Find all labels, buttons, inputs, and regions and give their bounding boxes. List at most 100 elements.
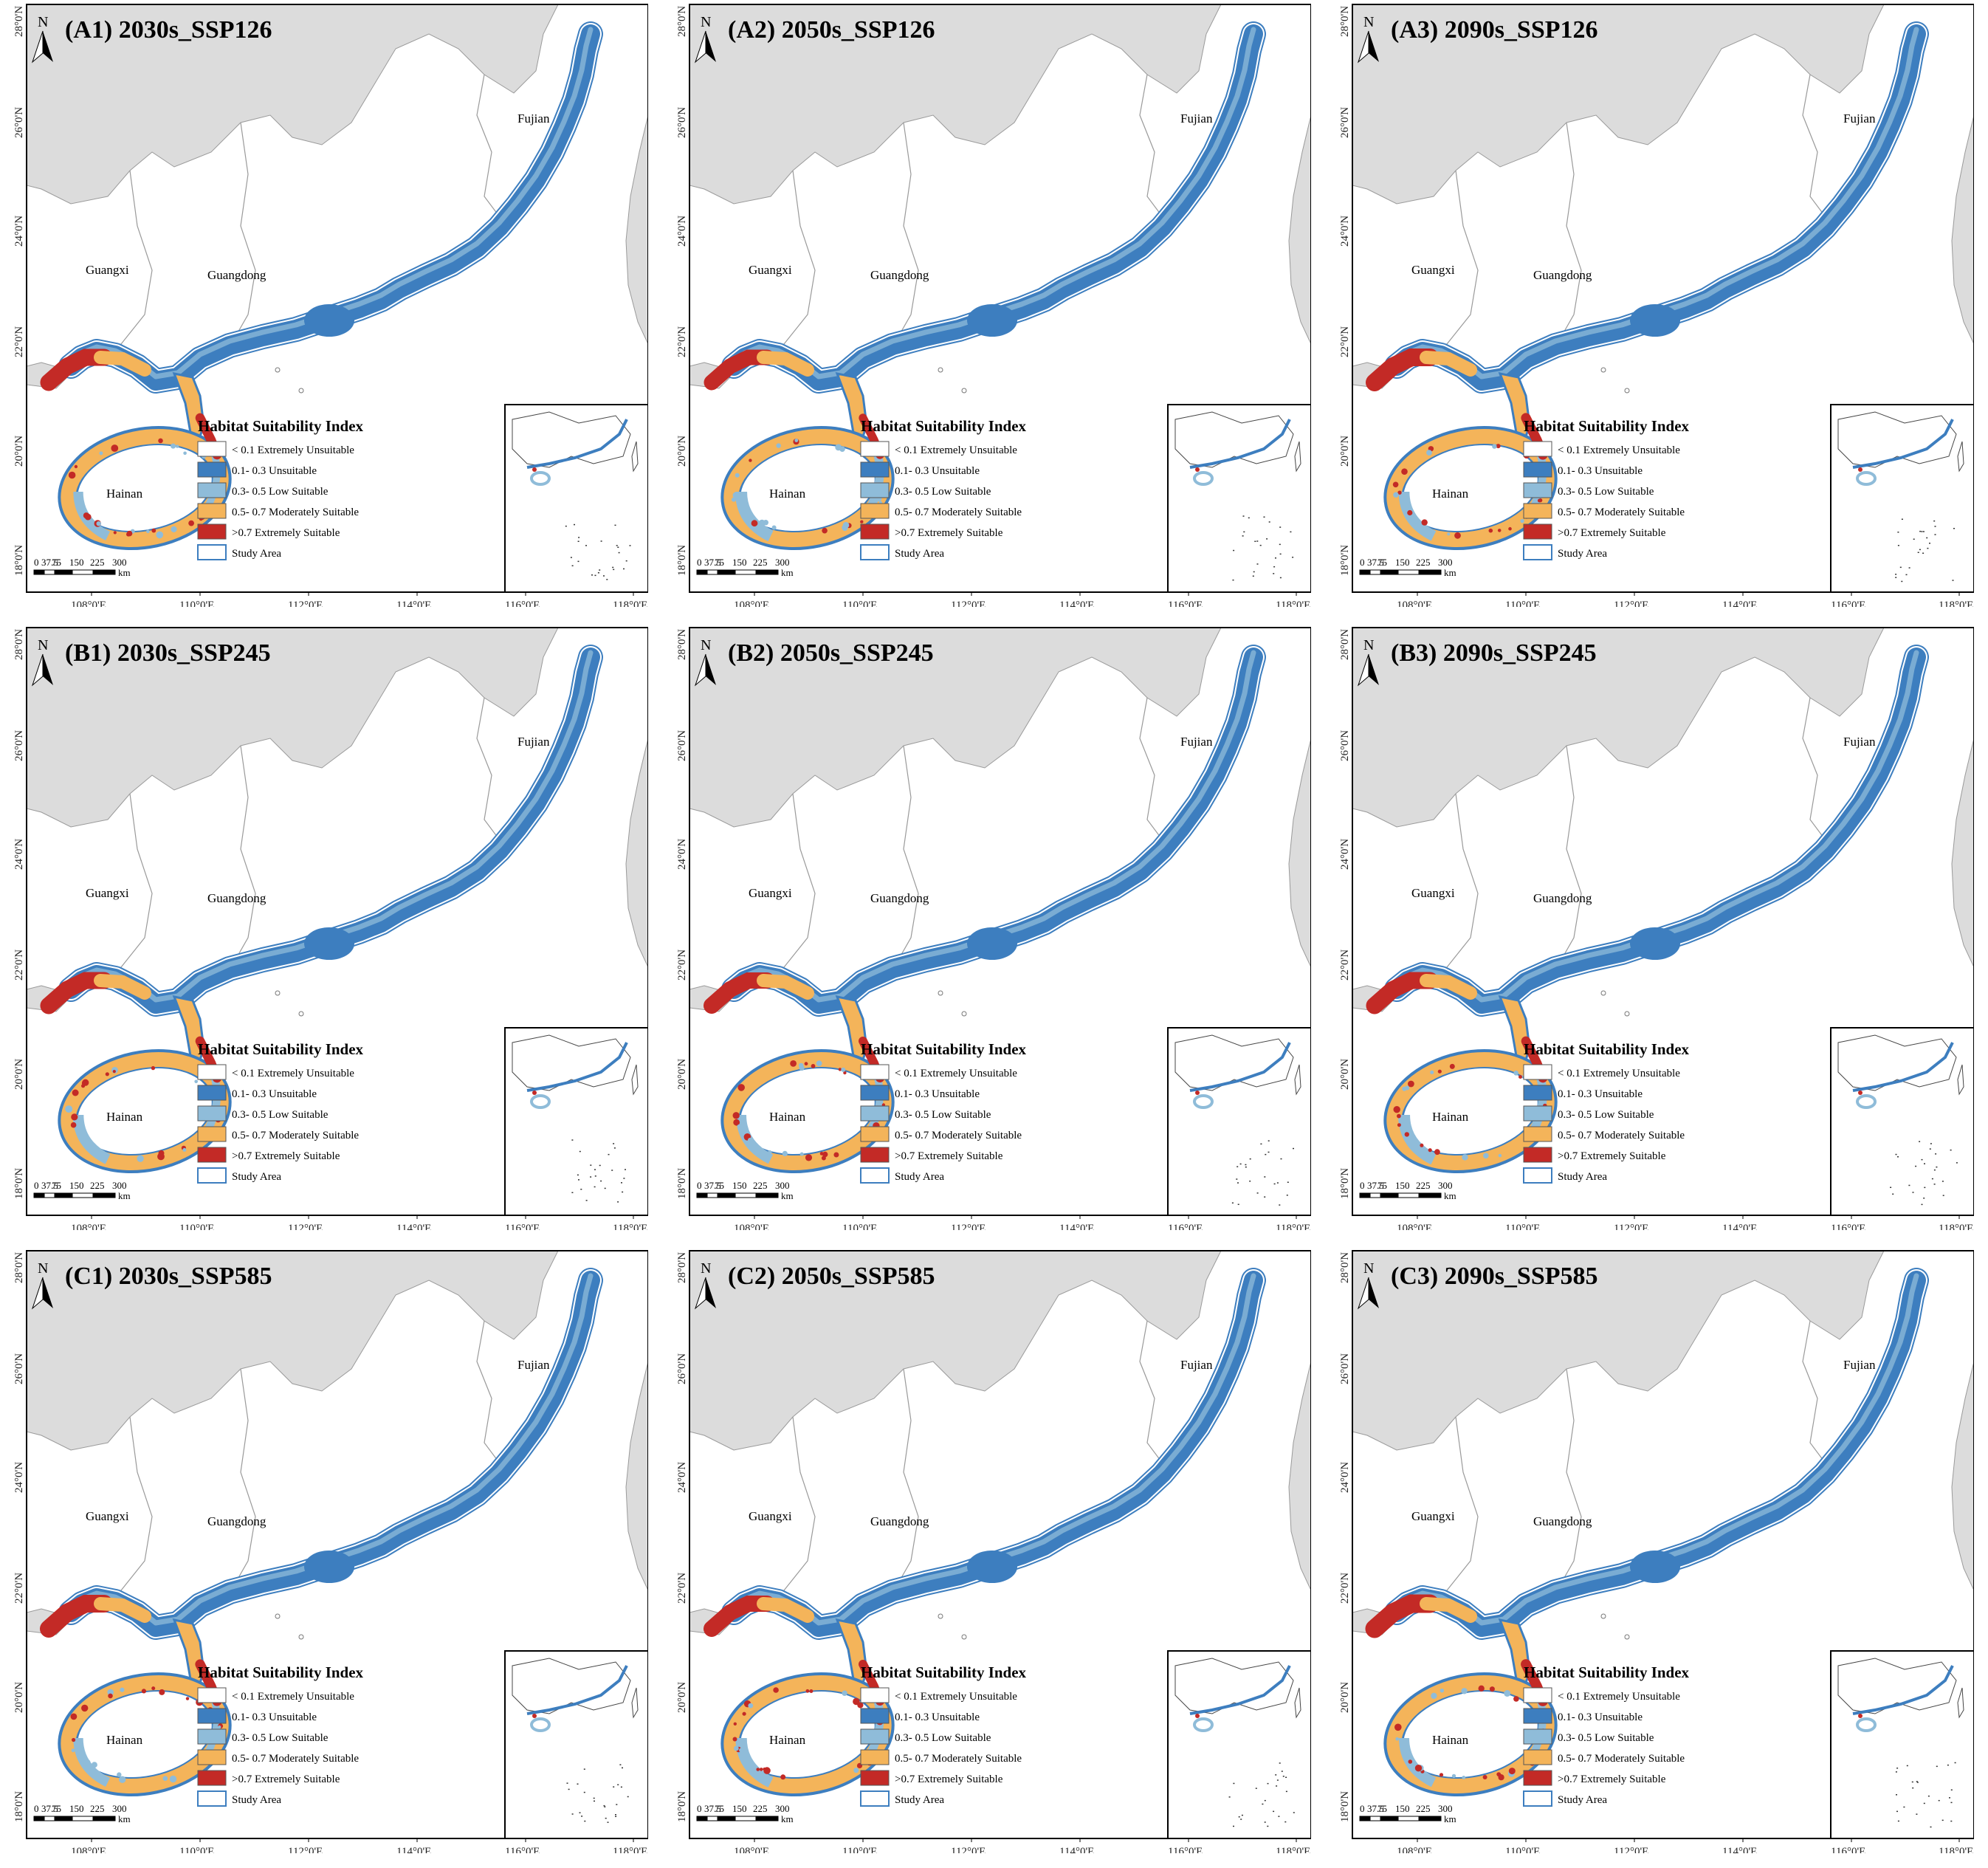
legend-swatch-extremely-suitable [197, 1147, 227, 1163]
legend-title: Habitat Suitability Index [1524, 417, 1690, 435]
panel-title: (B2) 2050s_SSP245 [728, 639, 934, 667]
lat-tick-label: 26°0'N [676, 107, 688, 138]
province-label-guangxi: Guangxi [1411, 263, 1455, 277]
province-label-guangxi: Guangxi [749, 886, 792, 900]
province-label-hainan: Hainan [106, 1733, 143, 1747]
scale-label: 225 [90, 1180, 105, 1191]
legend-label: >0.7 Extremely Suitable [232, 1773, 340, 1785]
scale-label: 37.5 [1367, 557, 1384, 568]
province-label-guangdong: Guangdong [1533, 891, 1592, 905]
scale-label: 225 [753, 1180, 768, 1191]
map-panel-c2: Guangxi Guangdong Fujian Hainan (C2) 2050s_S… [669, 1248, 1311, 1853]
legend-swatch-extremely-suitable [1523, 523, 1552, 540]
scale-unit: km [118, 1190, 131, 1201]
map-canvas: Guangxi Guangdong Fujian Hainan (A2) 2050s_S… [676, 4, 1311, 607]
legend-swatch-unsuitable [1523, 461, 1552, 478]
legend-swatch-unsuitable [197, 1085, 227, 1101]
lon-tick-label: 116°0'E [505, 1846, 540, 1853]
lat-tick-label: 26°0'N [676, 730, 688, 761]
scale-label: 300 [112, 1803, 127, 1814]
scale-label: 75 [715, 1803, 724, 1814]
north-label: N [701, 14, 711, 30]
map-panel-c1: Guangxi Guangdong Fujian Hainan (C1) 2030s_S… [6, 1248, 648, 1853]
lat-tick-label: 18°0'N [1339, 1168, 1351, 1199]
legend-swatch-moderately-suitable [860, 503, 890, 519]
inset-map [1830, 1650, 1974, 1838]
legend-swatch-extremely-unsuitable [860, 1687, 890, 1703]
province-label-hainan: Hainan [769, 487, 806, 501]
panel-title: (C1) 2030s_SSP585 [65, 1263, 272, 1290]
north-label: N [1363, 637, 1374, 653]
scale-label: 37.5 [1367, 1803, 1384, 1814]
map-panel-b3: Guangxi Guangdong Fujian Hainan (B3) 2090s_S… [1332, 625, 1974, 1230]
lat-tick-label: 22°0'N [13, 326, 25, 357]
scale-label: 75 [1378, 557, 1387, 568]
scale-label: 150 [1395, 557, 1410, 568]
legend-label: Study Area [1558, 1171, 1607, 1183]
scale-unit: km [781, 1813, 794, 1824]
inset-map [504, 404, 648, 592]
lat-tick-label: 26°0'N [1339, 730, 1351, 761]
legend: Habitat Suitability Index < 0.1 Extremely… [860, 1040, 1027, 1184]
legend: Habitat Suitability Index < 0.1 Extremely… [1523, 1663, 1690, 1807]
lat-tick-label: 18°0'N [1339, 1791, 1351, 1822]
scale-label: 300 [775, 1803, 790, 1814]
legend-label: Study Area [895, 1171, 944, 1183]
lon-tick-label: 118°0'E [1939, 1846, 1973, 1853]
panel-title: (B3) 2090s_SSP245 [1391, 639, 1597, 667]
legend-swatch-moderately-suitable [860, 1126, 890, 1142]
panel-title: (A2) 2050s_SSP126 [728, 16, 935, 44]
scale-label: 37.5 [704, 1180, 721, 1191]
lat-tick-label: 22°0'N [1339, 950, 1351, 981]
legend-label: < 0.1 Extremely Unsuitable [232, 1068, 354, 1079]
land-outside-study-area [27, 628, 559, 828]
lat-tick-label: 24°0'N [13, 839, 25, 870]
scale-unit: km [1444, 567, 1456, 578]
lat-tick-label: 22°0'N [676, 950, 688, 981]
lat-tick-label: 20°0'N [13, 1059, 25, 1090]
lon-tick-label: 114°0'E [1722, 1846, 1757, 1853]
lon-tick-label: 114°0'E [1722, 1223, 1757, 1230]
legend-swatch-extremely-unsuitable [860, 441, 890, 457]
scale-label: 0 [34, 1180, 39, 1191]
legend-swatch-study-area [860, 1167, 890, 1184]
legend-label: >0.7 Extremely Suitable [1558, 527, 1666, 539]
legend-swatch-study-area [197, 1167, 227, 1184]
legend-swatch-extremely-unsuitable [1523, 441, 1552, 457]
panel-title: (B1) 2030s_SSP245 [65, 639, 271, 667]
legend-swatch-low-suitable [860, 1105, 890, 1122]
legend-swatch-extremely-suitable [1523, 1770, 1552, 1786]
lat-tick-label: 26°0'N [1339, 107, 1351, 138]
legend-title: Habitat Suitability Index [1524, 1040, 1690, 1058]
map-canvas: Guangxi Guangdong Fujian Hainan (B2) 2050s_S… [676, 627, 1311, 1230]
lat-tick-label: 20°0'N [13, 1682, 25, 1713]
legend-swatch-moderately-suitable [1523, 1126, 1552, 1142]
province-label-guangxi: Guangxi [1411, 1509, 1455, 1523]
north-label: N [1363, 14, 1374, 30]
legend-label: Study Area [232, 1171, 281, 1183]
legend-swatch-low-suitable [860, 482, 890, 498]
map-canvas: Guangxi Guangdong Fujian Hainan (C3) 2090s_S… [1339, 1250, 1974, 1853]
scale-unit: km [118, 1813, 131, 1824]
north-label: N [701, 637, 711, 653]
scale-label: 225 [1416, 1180, 1431, 1191]
legend-swatch-unsuitable [1523, 1708, 1552, 1724]
lon-tick-label: 118°0'E [613, 600, 647, 607]
inset-map [504, 1027, 648, 1215]
legend-label: 0.5- 0.7 Moderately Suitable [232, 1753, 359, 1765]
lon-tick-label: 108°0'E [734, 1846, 769, 1853]
scale-label: 300 [112, 1180, 127, 1191]
legend-label: 0.1- 0.3 Unsuitable [895, 1711, 980, 1723]
province-label-fujian: Fujian [517, 111, 550, 126]
lon-tick-label: 108°0'E [734, 1223, 769, 1230]
legend-label: 0.1- 0.3 Unsuitable [232, 1711, 317, 1723]
legend-title: Habitat Suitability Index [198, 1663, 364, 1681]
lon-tick-label: 114°0'E [1059, 1846, 1094, 1853]
land-outside-study-area [1352, 628, 1885, 828]
province-label-hainan: Hainan [1432, 487, 1469, 501]
legend-swatch-moderately-suitable [197, 503, 227, 519]
inset-map [504, 1650, 648, 1838]
